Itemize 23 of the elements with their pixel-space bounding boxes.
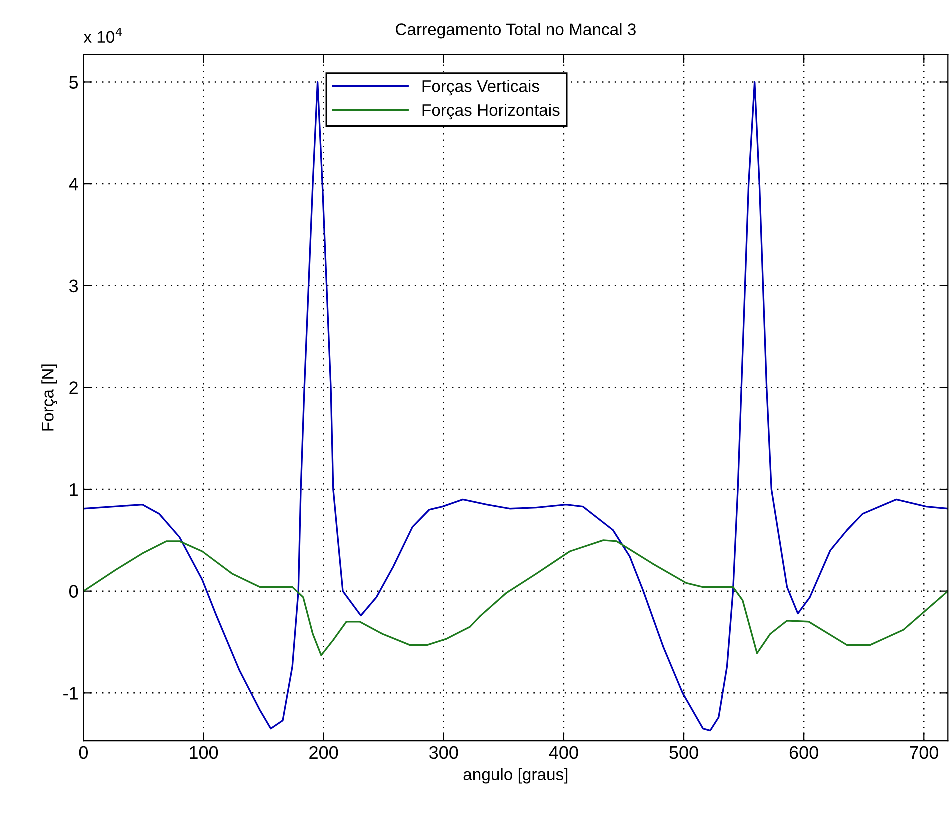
y-axis-title: Força [N]: [42, 364, 58, 431]
legend-label: Forças Horizontais: [422, 104, 560, 120]
legend-label: Forças Verticais: [422, 80, 540, 96]
x-tick-label: 300: [430, 746, 458, 760]
x-tick-label: 0: [79, 746, 88, 760]
x-tick-label: 600: [790, 746, 818, 760]
x-tick-label: 500: [670, 746, 698, 760]
y-tick-label: 2: [70, 382, 78, 394]
line-series: [84, 81, 948, 732]
x-tick-label: 100: [190, 746, 218, 760]
y-tick-label: 3: [69, 280, 78, 293]
x-tick-label: 200: [310, 746, 338, 760]
line-series: [84, 540, 948, 656]
x-tick-label: 400: [549, 746, 578, 760]
y-tick-label: 5: [70, 76, 78, 89]
y-tick-label: 4: [69, 178, 78, 191]
chart-title: Carregamento Total no Mancal 3: [396, 23, 636, 39]
x-axis-title: angulo [graus]: [464, 768, 568, 784]
x-tick-label: 700: [910, 746, 938, 760]
y-tick-label: 0: [69, 585, 78, 598]
text: x 10$^{4}$: [84, 28, 122, 44]
y-tick-label: 1: [70, 484, 78, 496]
y-tick-label: -1: [64, 687, 78, 700]
